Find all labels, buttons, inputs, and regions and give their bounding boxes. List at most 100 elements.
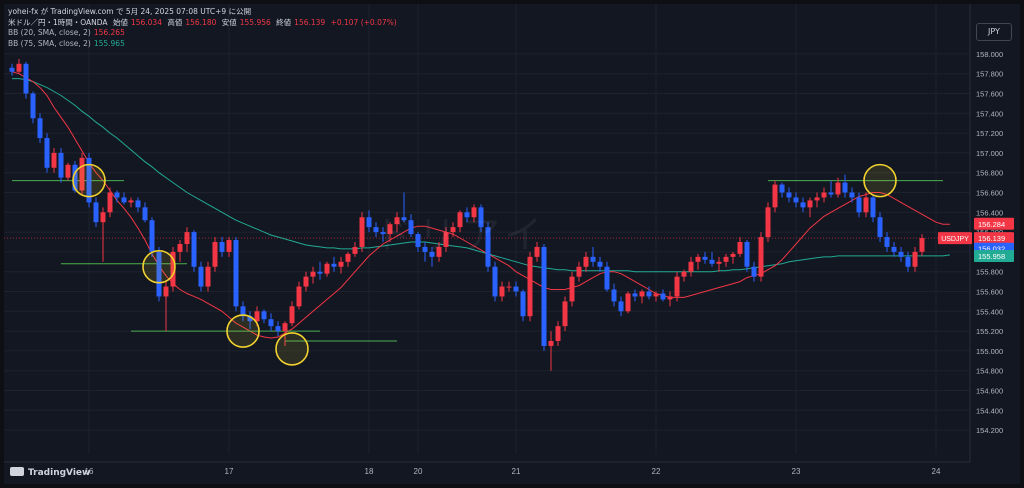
tradingview-icon xyxy=(10,467,24,476)
candle xyxy=(485,222,491,272)
candle-body xyxy=(380,232,386,235)
price-tick-label: 155.400 xyxy=(976,307,1003,316)
candle xyxy=(891,242,897,257)
low-label: 安値 xyxy=(221,18,237,27)
candle-body xyxy=(541,246,547,346)
candle-body xyxy=(548,341,554,346)
candle xyxy=(863,192,869,218)
candle xyxy=(149,217,155,257)
tradingview-logo[interactable]: TradingView xyxy=(10,467,90,478)
candle-body xyxy=(240,306,246,317)
candle-body xyxy=(366,217,372,228)
currency-button[interactable]: JPY xyxy=(976,23,1012,41)
candle xyxy=(471,204,477,223)
candle xyxy=(681,269,687,282)
candle-body xyxy=(422,246,428,252)
candle-body xyxy=(597,261,603,267)
candle xyxy=(387,222,393,242)
candle xyxy=(590,246,596,267)
candle xyxy=(835,177,841,198)
candle-body xyxy=(912,251,918,267)
bb20-legend[interactable]: BB (20, SMA, close, 2) 156.265 xyxy=(8,28,128,37)
time-tick-label: 20 xyxy=(414,467,423,476)
candle-body xyxy=(877,217,883,238)
candle xyxy=(821,187,827,203)
candle-body xyxy=(464,212,470,218)
candle xyxy=(912,246,918,272)
candle-body xyxy=(709,259,715,264)
candle xyxy=(527,251,533,322)
candle xyxy=(401,192,407,223)
candle-body xyxy=(793,197,799,203)
candle-body xyxy=(135,200,141,208)
candle-body xyxy=(233,240,239,307)
candle xyxy=(100,207,106,262)
candle xyxy=(905,251,911,272)
candle-body xyxy=(744,242,750,267)
candle xyxy=(366,210,372,233)
candle xyxy=(597,256,603,272)
price-tick-label: 158.000 xyxy=(976,50,1003,59)
candle-body xyxy=(513,286,519,292)
candle-body xyxy=(51,152,57,168)
price-tick-label: 157.400 xyxy=(976,109,1003,118)
candle-body xyxy=(275,326,281,332)
candle-body xyxy=(324,263,330,274)
candle xyxy=(93,197,99,228)
candle-body xyxy=(639,291,645,297)
candle-body xyxy=(492,266,498,297)
candle xyxy=(142,202,148,223)
candle xyxy=(44,133,50,173)
candle-body xyxy=(891,246,897,252)
candle-body xyxy=(835,182,841,195)
candle-body xyxy=(282,323,288,332)
candle-body xyxy=(212,242,218,267)
price-tag-symbol-bg xyxy=(938,232,972,245)
candle-body xyxy=(520,291,526,317)
candle-body xyxy=(716,261,722,264)
candle xyxy=(688,256,694,277)
price-chart[interactable]: 158.000 157.800 157.600 157.400 157.200 157.0… xyxy=(4,4,1020,484)
candle-body xyxy=(114,192,120,198)
open-value: 156.034 xyxy=(130,18,162,27)
candle-body xyxy=(884,237,890,247)
bb75-legend[interactable]: BB (75, SMA, close, 2) 155.965 xyxy=(8,39,128,48)
candle-body xyxy=(723,256,729,262)
candle xyxy=(758,232,764,282)
price-tag-value: 156.032 xyxy=(978,245,1005,254)
candle xyxy=(779,182,785,198)
highlight-circle xyxy=(142,249,176,284)
candle xyxy=(576,261,582,282)
high-label: 高値 xyxy=(167,18,183,27)
symbol-name[interactable]: 米ドル／円・1時間・OANDA xyxy=(8,18,108,27)
candle-body xyxy=(219,242,225,252)
close-value: 156.139 xyxy=(294,18,326,27)
candle-body xyxy=(905,256,911,267)
candle xyxy=(807,197,813,218)
candle-body xyxy=(296,286,302,307)
candle xyxy=(51,147,57,173)
candle-body xyxy=(534,246,540,257)
candle xyxy=(457,210,463,233)
candle-body xyxy=(247,316,253,322)
candle xyxy=(786,187,792,203)
price-tick-label: 157.600 xyxy=(976,90,1003,99)
time-tick-label: 18 xyxy=(365,467,374,476)
candle xyxy=(65,162,71,181)
candle xyxy=(856,192,862,218)
candle xyxy=(422,242,428,262)
candle-body xyxy=(163,286,169,297)
candle xyxy=(709,251,715,267)
candle-body xyxy=(506,286,512,288)
candle xyxy=(107,187,113,218)
bb75-line xyxy=(12,78,951,273)
candle xyxy=(198,261,204,292)
candle xyxy=(436,242,442,262)
candle-body xyxy=(702,256,708,260)
candle xyxy=(800,197,806,213)
candle-body xyxy=(527,256,533,317)
price-tag-value: 155.958 xyxy=(978,252,1005,261)
candle-body xyxy=(149,220,155,252)
time-tick-label: 24 xyxy=(932,467,941,476)
candle xyxy=(765,202,771,242)
